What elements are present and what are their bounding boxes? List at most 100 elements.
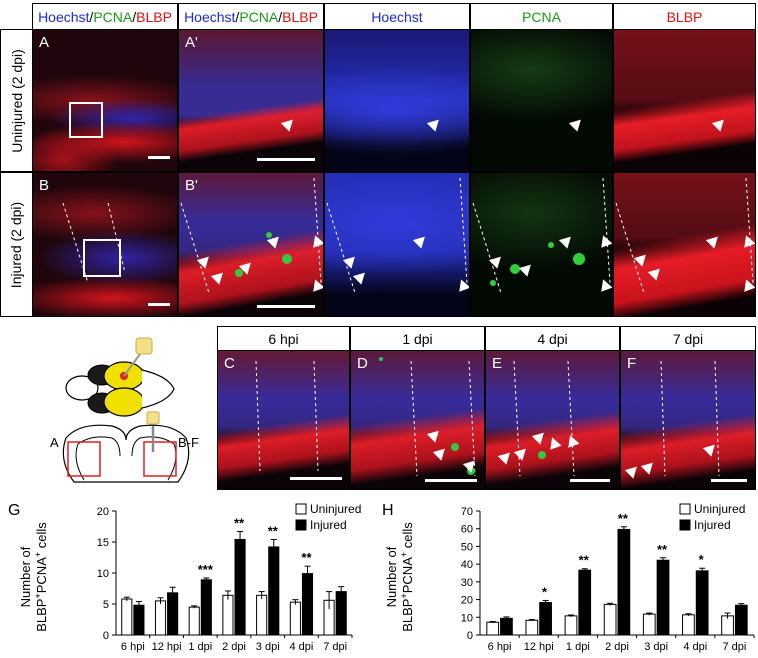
x-tick-label: 4 dpi	[683, 641, 707, 653]
panel-letter-d: D	[357, 355, 368, 372]
legend-label: Injured	[694, 518, 731, 532]
bar-injured	[734, 604, 748, 636]
panel-blbp-injured	[613, 172, 756, 317]
header-pcna-text: PCNA	[239, 8, 279, 25]
legend-swatch	[295, 503, 307, 515]
y-axis-label-part: BLBP	[400, 599, 415, 632]
scale-bar	[425, 479, 477, 482]
scale-bar	[570, 479, 610, 482]
y-tick-label: 60	[461, 524, 473, 536]
x-tick-label: 3 dpi	[256, 641, 280, 653]
panel-a-prime-image: A'	[178, 29, 324, 172]
panel-pcna-injured	[470, 172, 613, 317]
bar-uninjured	[188, 606, 200, 636]
panel-letter-a: A	[39, 34, 50, 51]
legend-swatch	[679, 519, 691, 531]
y-axis-label-sup: +	[399, 593, 409, 598]
bar-injured	[578, 569, 592, 636]
arrowhead-marker	[568, 115, 586, 132]
bar-injured	[268, 546, 280, 636]
significance-marker: **	[657, 542, 668, 557]
schematic-label-a: A	[50, 435, 59, 450]
significance-marker: **	[234, 515, 245, 530]
scale-bar	[257, 158, 315, 161]
arrowhead-marker	[711, 115, 729, 132]
significance-marker: **	[618, 511, 629, 526]
panel-c-image: C	[217, 350, 350, 490]
header-separator: /	[132, 8, 137, 25]
injury-track-lines	[472, 177, 611, 294]
x-tick-label: 6 hpi	[488, 641, 512, 653]
header-hoechst: Hoechst	[324, 3, 470, 29]
panel-a-image: A	[32, 29, 178, 172]
zoom-box-b	[83, 239, 121, 277]
bar-uninjured	[525, 619, 539, 636]
panel-d-image: D	[350, 350, 485, 490]
x-tick-label: 1 dpi	[188, 641, 212, 653]
x-tick-label: 6 hpi	[121, 641, 145, 653]
bar-uninjured	[289, 601, 301, 636]
y-axis-label-sup: +	[33, 552, 43, 557]
timecourse-header-7dpi: 7 dpi	[620, 326, 756, 350]
y-tick-label: 5	[103, 599, 109, 611]
row-label-uninjured-text: Uninjured (2 dpi)	[8, 48, 25, 153]
bar-injured	[335, 591, 347, 636]
legend-swatch	[295, 519, 307, 531]
bar-injured	[695, 570, 709, 636]
bar-injured	[539, 602, 552, 636]
bar-injured	[656, 559, 670, 636]
legend-label: Uninjured	[310, 502, 361, 516]
x-tick-label: 12 hpi	[524, 641, 554, 653]
injury-track-lines	[62, 202, 126, 284]
y-axis-label-line1: Number of	[18, 546, 33, 607]
scale-bar	[148, 156, 170, 159]
panel-letter-b: B	[39, 177, 50, 194]
panel-letter: H	[382, 502, 394, 519]
legend-swatch	[679, 503, 691, 515]
bar-injured	[234, 539, 246, 636]
y-axis-label-sup: +	[33, 593, 43, 598]
y-tick-label: 0	[467, 630, 473, 642]
bar-injured	[617, 528, 631, 636]
header-blbp-text: BLBP	[136, 8, 172, 25]
bar-injured	[167, 592, 179, 636]
bar-uninjured	[682, 614, 695, 636]
y-axis-label-part: cells	[34, 522, 49, 552]
bar-uninjured	[603, 603, 617, 636]
panel-blbp-uninjured	[613, 29, 756, 172]
bar-uninjured	[256, 594, 268, 636]
header-hoechst-text: Hoechst	[38, 8, 90, 25]
panel-hoechst-injured	[324, 172, 470, 317]
arrowhead-marker	[426, 115, 444, 132]
row-label-injured: Injured (2 dpi)	[0, 172, 32, 317]
scale-bar	[257, 305, 315, 308]
header-hoechst-text: Hoechst	[184, 8, 236, 25]
x-tick-label: 12 hpi	[152, 641, 182, 653]
bar-uninjured	[154, 600, 167, 636]
header-separator: /	[89, 8, 94, 25]
panel-pcna-uninjured	[470, 29, 613, 172]
schematic-label-b-f: B-F	[178, 435, 199, 450]
header-blbp-text: BLBP	[282, 8, 318, 25]
header-merge-b: Hoechst / PCNA / BLBP	[178, 3, 324, 29]
bar-injured	[500, 617, 513, 636]
bar-injured	[301, 573, 314, 636]
injury-track-lines	[326, 177, 468, 294]
timecourse-header-1dpi: 1 dpi	[350, 326, 485, 350]
zoom-box-a	[69, 102, 103, 138]
significance-marker: *	[542, 584, 548, 599]
y-tick-label: 50	[461, 541, 473, 553]
significance-marker: **	[579, 553, 590, 568]
y-axis-label-line1: Number of	[384, 546, 399, 607]
scale-bar	[290, 477, 342, 480]
legend-label: Injured	[310, 518, 347, 532]
header-blbp: BLBP	[613, 3, 756, 29]
header-pcna-text: PCNA	[93, 8, 133, 25]
y-tick-label: 20	[97, 506, 109, 518]
bar-injured	[133, 604, 145, 636]
bar-uninjured	[721, 615, 734, 636]
bar-uninjured	[121, 598, 133, 636]
y-axis-label-part: PCNA	[400, 557, 415, 593]
